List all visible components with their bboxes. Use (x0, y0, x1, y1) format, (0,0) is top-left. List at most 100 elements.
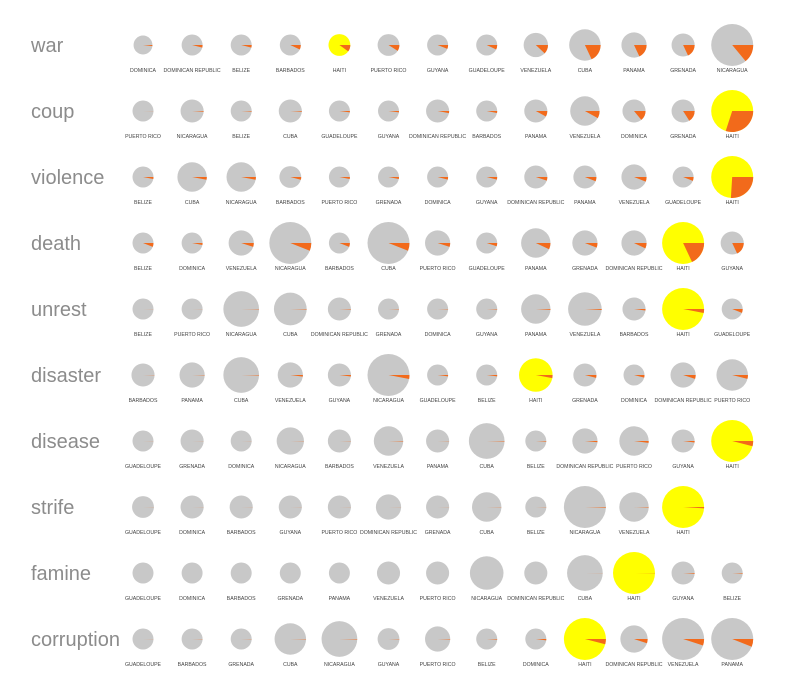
pie-slice (290, 111, 302, 112)
country-label: GUADELOUPE (469, 266, 506, 272)
country-label: BELIZE (527, 530, 545, 536)
country-label: HAITI (726, 464, 739, 470)
pie-slice (584, 45, 601, 60)
pie-slice (388, 243, 410, 251)
country-label: PANAMA (329, 596, 351, 602)
country-label: GUADELOUPE (125, 662, 162, 668)
country-label: BELIZE (232, 134, 250, 140)
country-label: HAITI (726, 134, 739, 140)
chart-row-strife: strife GUADELOUPE DOMINICA BARBADOS GUYANA PU… (31, 486, 705, 536)
country-label: GUADELOUPE (665, 200, 702, 206)
row-label: violence (31, 167, 104, 189)
pie-slice (535, 243, 551, 250)
country-label: NICARAGUA (226, 200, 257, 206)
country-label: GUYANA (329, 398, 351, 404)
country-label: GRENADA (277, 596, 303, 602)
chart-row-coup: coup PUERTO RICO NICARAGUA BELIZE CUBA GUADEL… (31, 90, 754, 140)
country-label: NICARAGUA (569, 530, 600, 536)
country-label: GUYANA (378, 134, 400, 140)
country-label: GRENADA (179, 464, 205, 470)
pie-slice (535, 45, 548, 54)
country-label: NICARAGUA (275, 464, 306, 470)
pie-slice (486, 375, 498, 377)
pie-slice (535, 375, 553, 379)
pie-slice (437, 375, 449, 377)
pie-slice (339, 177, 350, 179)
country-label: CUBA (578, 596, 593, 602)
country-label: GUYANA (672, 596, 694, 602)
pie-slice (339, 375, 351, 377)
row-label: war (30, 35, 64, 57)
country-label: PANAMA (623, 68, 645, 74)
pie-slice (339, 45, 351, 52)
pie-slice (339, 639, 358, 640)
pie-slice (634, 441, 649, 443)
country-label: PANAMA (574, 200, 596, 206)
pie-slice (584, 507, 606, 508)
country-label: NICARAGUA (373, 398, 404, 404)
country-label: DOMINICA (621, 398, 647, 404)
country-label: PUERTO RICO (371, 68, 407, 74)
country-label: VENEZUELA (275, 398, 306, 404)
country-label: DOMINICA (523, 662, 549, 668)
country-label: GRENADA (572, 266, 598, 272)
pie-circle (328, 34, 351, 56)
pie-slice (683, 309, 705, 313)
chart-row-corruption: corruption GUADELOUPE BARBADOS GRENADA CUBA N… (31, 618, 754, 668)
pie-slice (584, 111, 600, 119)
country-label: CUBA (234, 398, 249, 404)
pie-slice (732, 573, 743, 574)
country-label: BELIZE (527, 464, 545, 470)
country-label: BARBADOS (276, 200, 305, 206)
country-label: HAITI (676, 530, 689, 536)
country-label: PUERTO RICO (420, 662, 456, 668)
pie-slice (730, 177, 754, 199)
pie-slice (683, 441, 695, 443)
chart-row-death: death BELIZE DOMINICA VENEZUELA NICARAGUA BAR… (31, 222, 744, 272)
pie-slice (683, 375, 696, 379)
country-label: DOMINICA (179, 596, 205, 602)
pie-slice (584, 639, 606, 645)
country-label: CUBA (185, 200, 200, 206)
row-label: death (31, 233, 81, 255)
pie-slice (339, 111, 350, 113)
country-label: BARBADOS (472, 134, 501, 140)
pie-slice (290, 45, 301, 50)
country-label: BELIZE (134, 266, 152, 272)
pie-circle (376, 561, 401, 585)
country-label: BELIZE (134, 200, 152, 206)
pie-slice (143, 243, 154, 247)
pie-slice (290, 177, 302, 180)
country-label: PANAMA (525, 134, 547, 140)
country-label: GUADELOUPE (420, 398, 457, 404)
pie-slice (192, 177, 207, 180)
pie-slice (535, 177, 548, 181)
country-label: HAITI (726, 200, 739, 206)
country-label: PUERTO RICO (321, 200, 357, 206)
country-label: GUYANA (476, 200, 498, 206)
country-label: GRENADA (572, 398, 598, 404)
country-label: BARBADOS (227, 530, 256, 536)
pie-slice (192, 243, 203, 245)
pie-slice (290, 309, 307, 310)
pie-slice (732, 309, 743, 313)
country-label: GUADELOUPE (125, 596, 162, 602)
pie-slice (388, 45, 400, 51)
pie-slice (535, 639, 547, 641)
pie-slice (535, 111, 548, 117)
country-label: DOMINICAN REPUBLIC (409, 134, 466, 140)
pie-slice (486, 177, 498, 180)
country-label: VENEZUELA (668, 662, 699, 668)
country-label: BELIZE (478, 398, 496, 404)
pie-slice (634, 177, 647, 182)
country-label: DOMINICAN REPUBLIC (605, 662, 662, 668)
country-label: CUBA (381, 266, 396, 272)
country-label: PUERTO RICO (174, 332, 210, 338)
country-label: PUERTO RICO (714, 398, 750, 404)
country-label: GUYANA (476, 332, 498, 338)
pie-slice (290, 243, 312, 251)
pie-slice (683, 243, 705, 262)
pie-slice (683, 45, 695, 56)
country-label: PANAMA (525, 332, 547, 338)
